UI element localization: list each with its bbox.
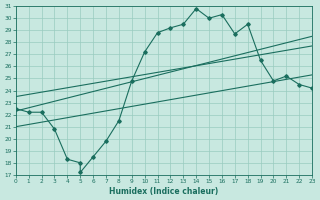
X-axis label: Humidex (Indice chaleur): Humidex (Indice chaleur) xyxy=(109,187,219,196)
